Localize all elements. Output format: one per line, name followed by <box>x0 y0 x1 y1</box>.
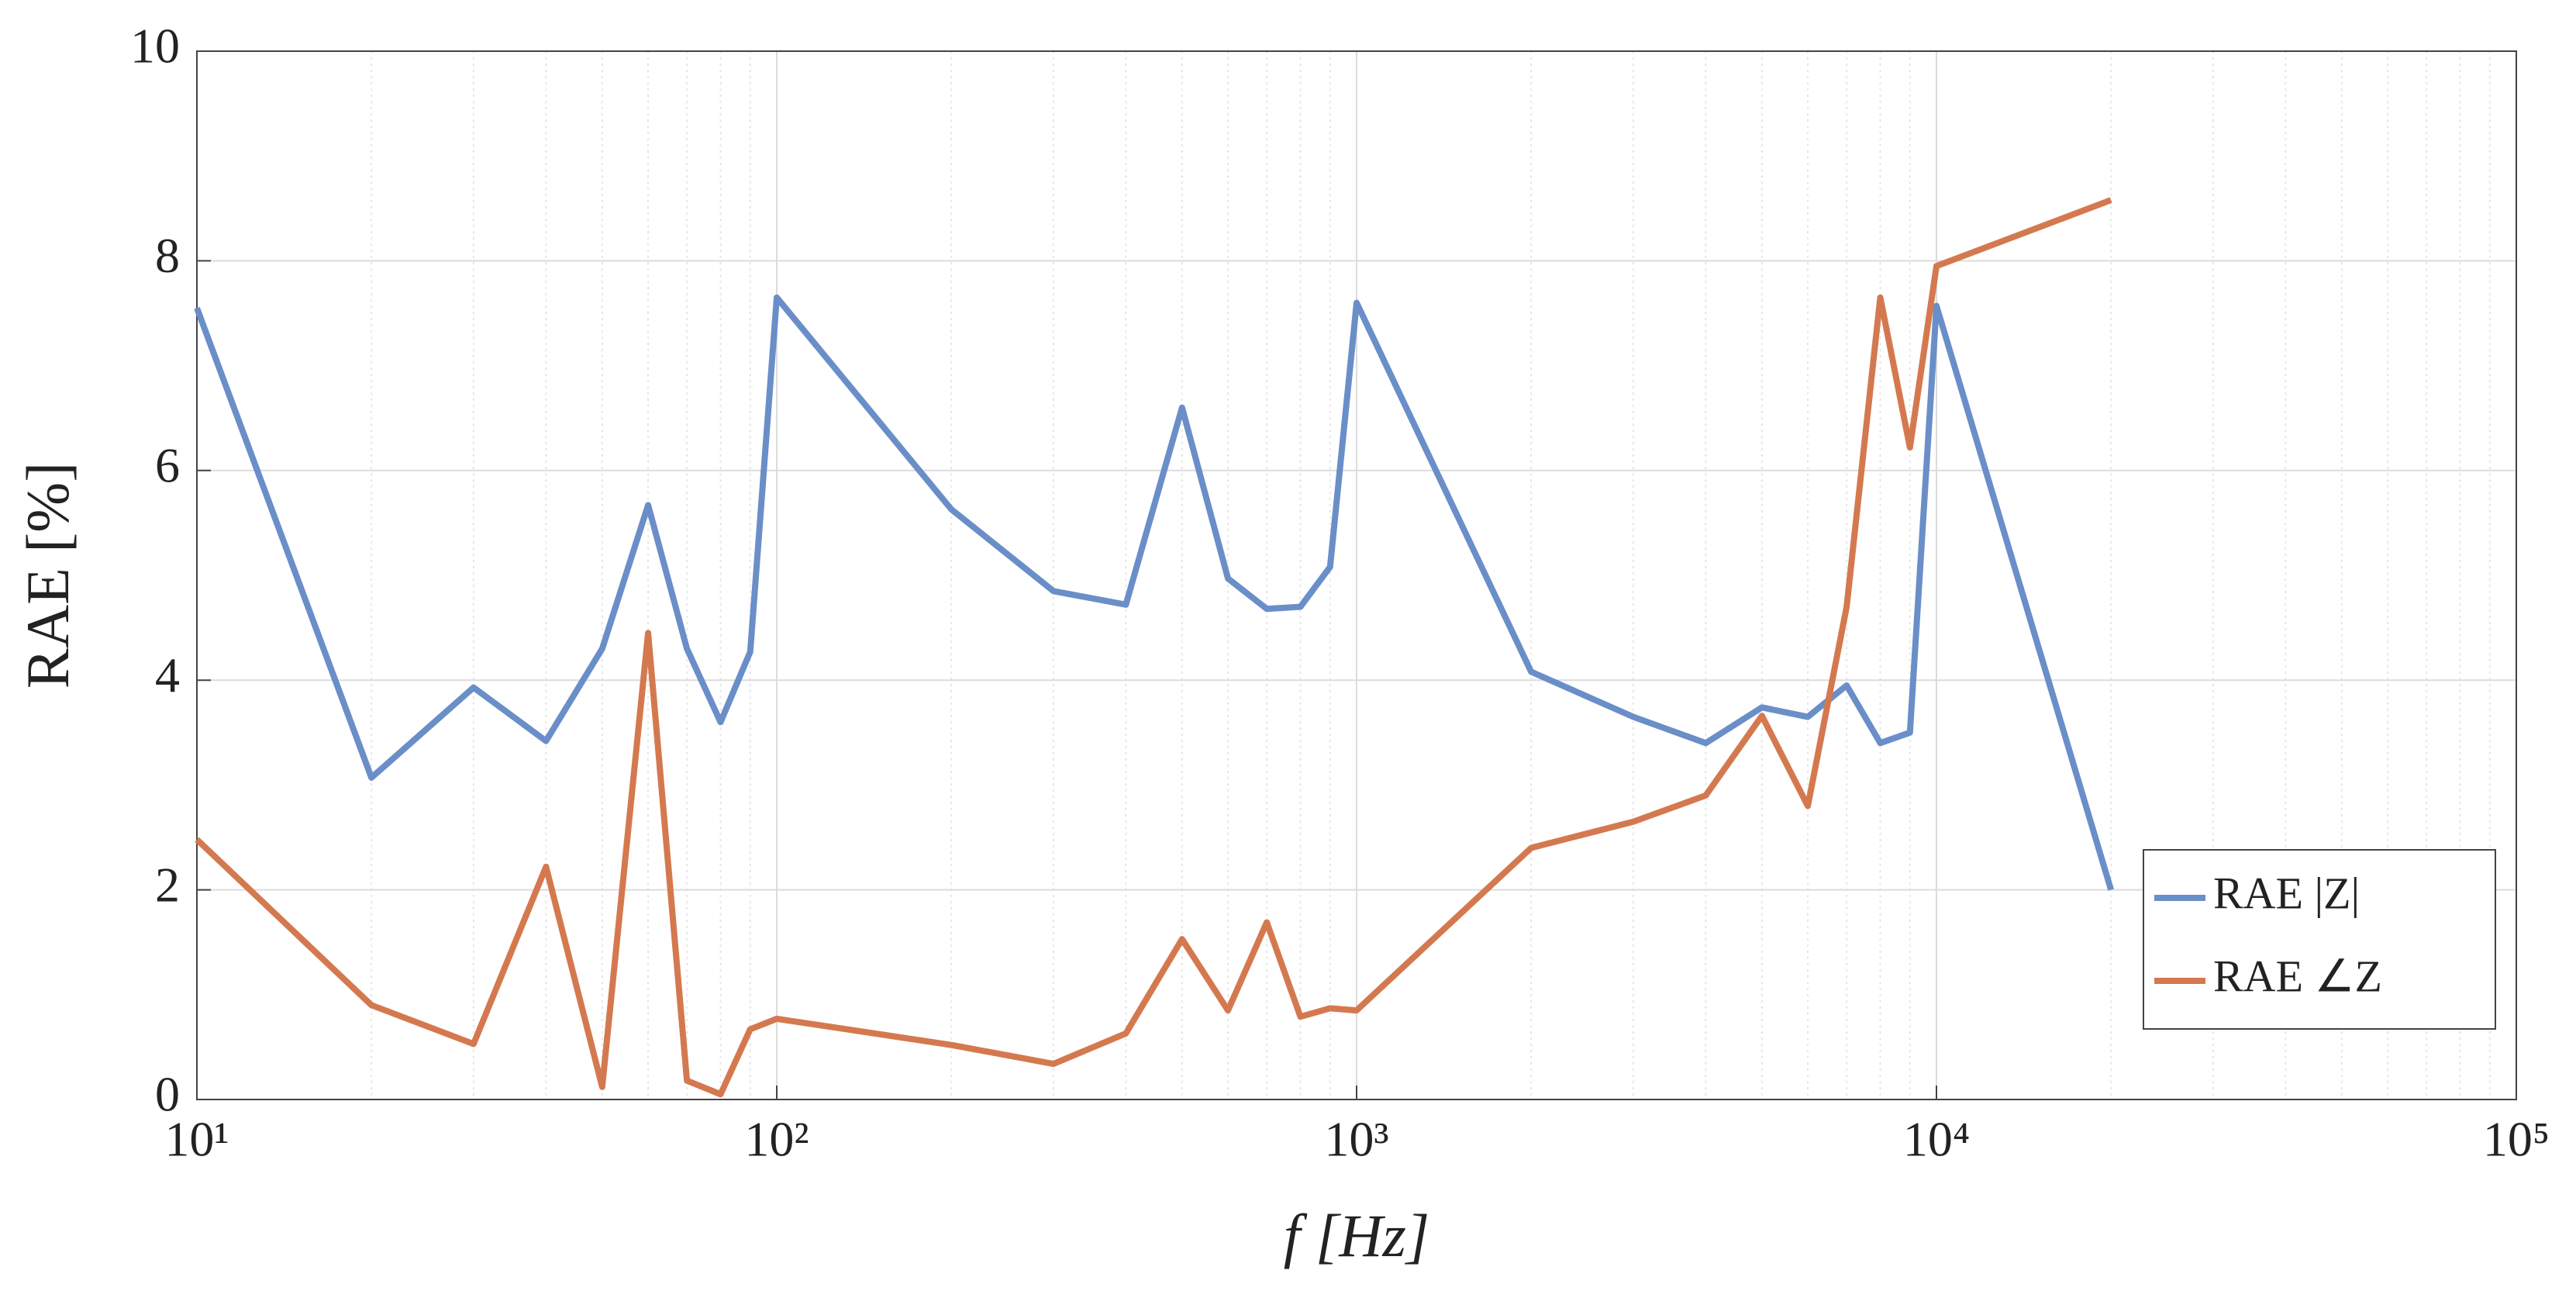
y-tick-label: 8 <box>155 228 180 283</box>
x-tick-label: 10¹ <box>164 1112 229 1167</box>
plot-frame <box>196 50 2517 1100</box>
x-axis-label: f [Hz] <box>1284 1202 1430 1269</box>
y-tick-label: 10 <box>130 19 180 74</box>
y-tick-label: 0 <box>155 1067 180 1122</box>
legend-box <box>2143 849 2496 1030</box>
legend-label: RAE ∠Z <box>2213 951 2382 1001</box>
line-series <box>194 294 2115 891</box>
x-tick-label: 10⁵ <box>2483 1112 2550 1167</box>
y-tick-label: 2 <box>155 857 180 912</box>
x-tick-label: 10² <box>744 1112 809 1167</box>
legend-label: RAE |Z| <box>2213 868 2360 918</box>
y-tick-label: 6 <box>155 437 180 492</box>
y-tick-label: 4 <box>155 647 180 703</box>
x-tick-label: 10⁴ <box>1903 1112 1970 1167</box>
x-tick-label: 10³ <box>1324 1112 1388 1167</box>
line-series <box>195 197 2112 1098</box>
y-axis-label: RAE [%] <box>14 462 81 689</box>
